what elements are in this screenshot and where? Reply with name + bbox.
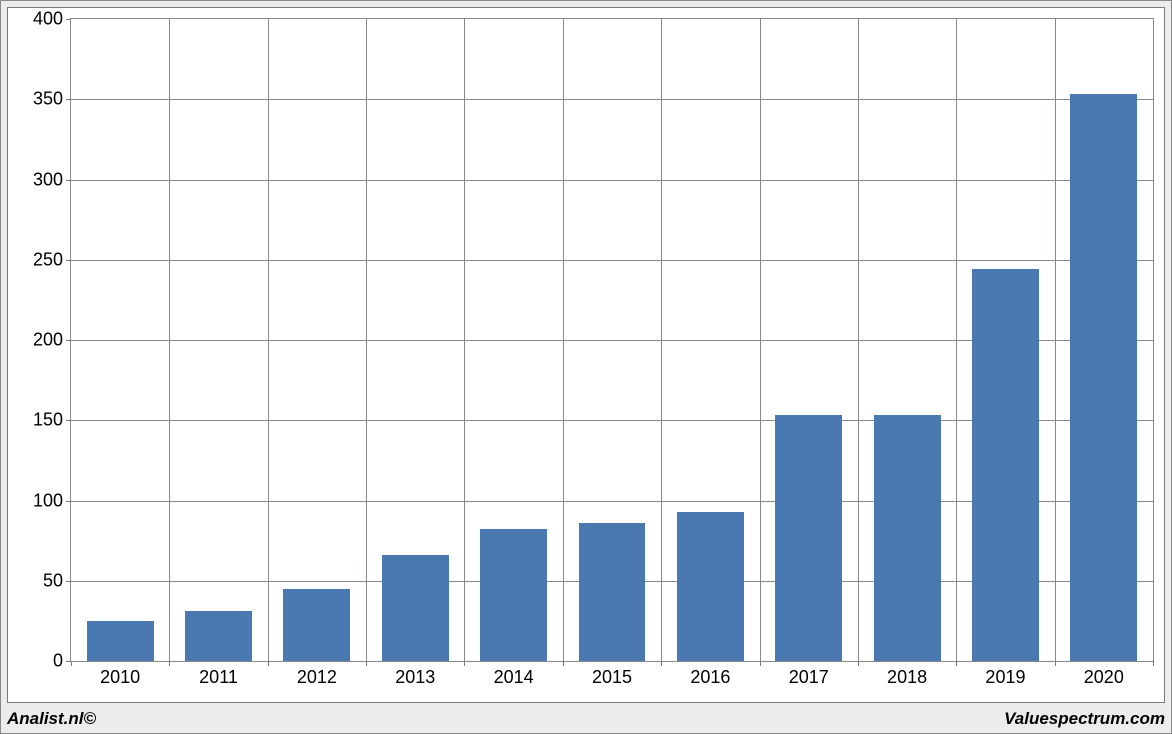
y-tick-mark (66, 19, 71, 20)
y-tick-label: 300 (33, 169, 63, 190)
x-tick-mark (1153, 661, 1154, 666)
y-tick-label: 350 (33, 89, 63, 110)
plot-panel: 0 50 100 150 200 250 300 350 400 2010 2011 2012 2013… (7, 7, 1165, 703)
gridline-h (71, 99, 1153, 100)
chart-frame: 0 50 100 150 200 250 300 350 400 2010 2011 2012 2013… (0, 0, 1172, 734)
x-tick-mark (661, 661, 662, 666)
bar (972, 269, 1039, 661)
y-tick-mark (66, 340, 71, 341)
bar (677, 512, 744, 661)
x-tick-mark (169, 661, 170, 666)
y-tick-mark (66, 420, 71, 421)
y-tick-label: 150 (33, 410, 63, 431)
bar (775, 415, 842, 661)
gridline-v (760, 19, 761, 661)
bar (87, 621, 154, 661)
x-tick-mark (858, 661, 859, 666)
y-tick-label: 250 (33, 249, 63, 270)
bar (185, 611, 252, 661)
x-tick-label: 2012 (297, 667, 337, 688)
gridline-v (956, 19, 957, 661)
gridline-v (366, 19, 367, 661)
x-tick-mark (464, 661, 465, 666)
gridline-h (71, 180, 1153, 181)
y-tick-label: 100 (33, 490, 63, 511)
x-tick-label: 2020 (1084, 667, 1124, 688)
gridline-v (268, 19, 269, 661)
y-tick-mark (66, 180, 71, 181)
x-tick-mark (563, 661, 564, 666)
bar (579, 523, 646, 661)
bar (283, 589, 350, 661)
x-tick-mark (956, 661, 957, 666)
x-tick-label: 2019 (985, 667, 1025, 688)
x-tick-label: 2015 (592, 667, 632, 688)
y-tick-label: 400 (33, 9, 63, 30)
y-tick-mark (66, 501, 71, 502)
gridline-v (858, 19, 859, 661)
x-tick-mark (366, 661, 367, 666)
x-tick-label: 2014 (494, 667, 534, 688)
x-tick-label: 2018 (887, 667, 927, 688)
gridline-v (464, 19, 465, 661)
y-tick-label: 50 (43, 570, 63, 591)
x-tick-mark (760, 661, 761, 666)
y-tick-label: 0 (53, 651, 63, 672)
bar (382, 555, 449, 661)
x-tick-mark (1055, 661, 1056, 666)
y-tick-label: 200 (33, 330, 63, 351)
y-tick-mark (66, 581, 71, 582)
gridline-v (563, 19, 564, 661)
bar (480, 529, 547, 661)
x-tick-label: 2010 (100, 667, 140, 688)
gridline-v (661, 19, 662, 661)
plot-area: 0501001502002503003504002010201120122013… (70, 18, 1154, 662)
x-tick-label: 2011 (199, 667, 238, 688)
gridline-h (71, 260, 1153, 261)
x-tick-label: 2016 (690, 667, 730, 688)
y-tick-mark (66, 99, 71, 100)
footer-left-credit: Analist.nl© (7, 709, 96, 729)
x-tick-label: 2017 (789, 667, 829, 688)
x-tick-mark (71, 661, 72, 666)
bar (1070, 94, 1137, 661)
y-tick-mark (66, 260, 71, 261)
bar (874, 415, 941, 661)
x-tick-label: 2013 (395, 667, 435, 688)
gridline-v (169, 19, 170, 661)
gridline-v (1055, 19, 1056, 661)
x-tick-mark (268, 661, 269, 666)
footer-right-credit: Valuespectrum.com (1004, 709, 1165, 729)
